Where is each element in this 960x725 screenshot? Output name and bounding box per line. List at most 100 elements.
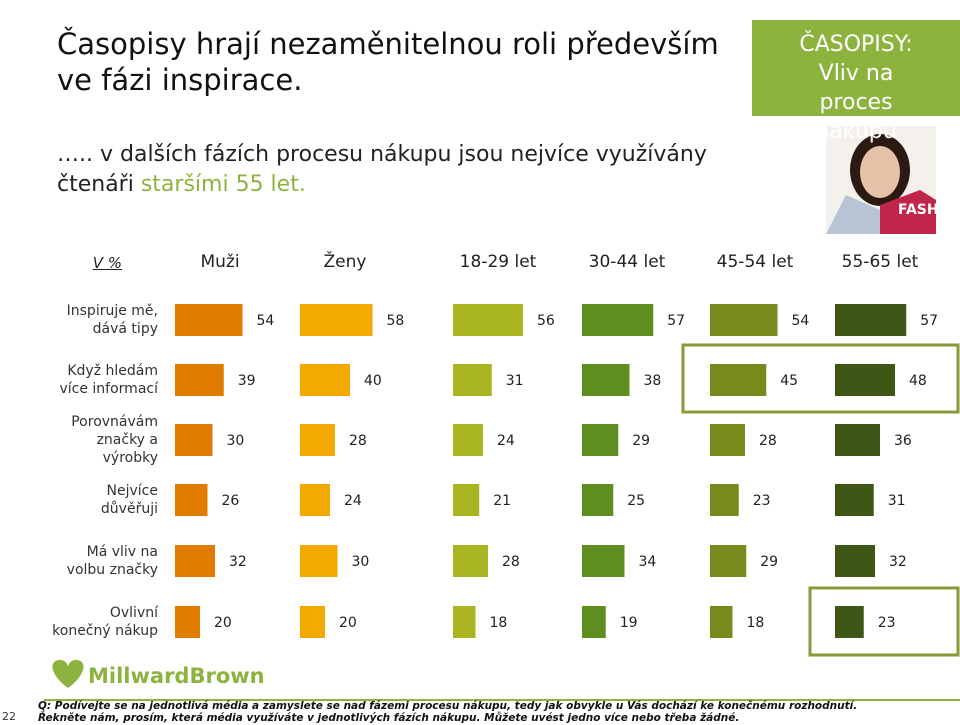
value-label: 20	[214, 615, 232, 631]
svg-text:FASH: FASH	[898, 202, 939, 218]
row-label: Nejvíce důvěřuji	[100, 483, 158, 517]
page-number: 22	[2, 710, 16, 723]
value-label: 54	[792, 313, 810, 329]
badge: ČASOPISY: Vliv na proces nákupu	[752, 30, 960, 146]
badge-line: ČASOPISY:	[799, 32, 913, 57]
highlight-box	[681, 343, 960, 414]
subtitle: ….. v dalších fázích procesu nákupu jsou…	[57, 140, 737, 200]
bar	[453, 545, 488, 577]
value-label: 56	[537, 313, 555, 329]
value-label: 24	[344, 493, 362, 509]
legend-label: 30-44 let	[588, 252, 666, 272]
corner-label: V %	[92, 254, 122, 272]
value-label: 18	[747, 615, 765, 631]
value-label: 34	[639, 554, 657, 570]
bar	[710, 484, 739, 516]
bar	[300, 424, 335, 456]
title: Časopisy hrají nezaměnitelnou roli přede…	[57, 27, 719, 97]
bar	[300, 484, 330, 516]
logo-mark	[52, 660, 84, 688]
bar	[175, 304, 243, 336]
legend-label: 55-65 let	[841, 252, 919, 272]
value-label: 31	[506, 373, 524, 389]
bar	[710, 606, 733, 638]
value-label: 30	[352, 554, 370, 570]
bar	[710, 424, 745, 456]
value-label: 19	[620, 615, 638, 631]
value-label: 23	[753, 493, 771, 509]
row-label: Porovnávám značky a výrobky	[71, 414, 158, 466]
bar	[175, 364, 224, 396]
row-label: Když hledám více informací	[59, 363, 158, 397]
value-label: 32	[229, 554, 247, 570]
value-label: 28	[502, 554, 520, 570]
badge-line: Vliv na proces nákupu	[815, 61, 897, 144]
value-label: 30	[227, 433, 245, 449]
value-label: 40	[364, 373, 382, 389]
bar	[453, 484, 480, 516]
bar	[582, 304, 654, 336]
footnote: Q: Podívejte se na jednotlivá média a za…	[38, 700, 857, 724]
value-label: 45	[780, 373, 798, 389]
logo: MillwardBrown	[88, 664, 265, 688]
legend-label: Muži	[200, 252, 240, 272]
value-label: 32	[889, 554, 907, 570]
value-label: 21	[493, 493, 511, 509]
value-label: 25	[627, 493, 645, 509]
value-label: 29	[760, 554, 778, 570]
bar	[300, 606, 325, 638]
bar	[582, 484, 614, 516]
bar	[453, 364, 492, 396]
footnote-line: Q: Podívejte se na jednotlivá média a za…	[38, 700, 858, 712]
bar	[835, 484, 874, 516]
footnote-line: Řekněte nám, prosím, která média využívá…	[38, 712, 740, 724]
value-label: 57	[667, 313, 685, 329]
value-label: 31	[888, 493, 906, 509]
value-label: 28	[349, 433, 367, 449]
value-label: 57	[920, 313, 938, 329]
bar	[582, 545, 625, 577]
value-label: 20	[339, 615, 357, 631]
bar	[300, 545, 338, 577]
bar	[835, 545, 875, 577]
value-label: 38	[644, 373, 662, 389]
legend-label: Ženy	[323, 252, 367, 272]
bar	[835, 364, 895, 396]
highlight-box	[808, 586, 960, 657]
bar	[300, 304, 373, 336]
bar	[175, 545, 215, 577]
subtitle-text: ….. v dalších fázích procesu nákupu jsou…	[57, 142, 707, 197]
subtitle-highlight: staršími 55 let.	[140, 172, 306, 197]
bar	[175, 424, 213, 456]
photo: FASH	[826, 126, 939, 234]
bar	[453, 606, 476, 638]
bar	[710, 304, 778, 336]
bar	[582, 424, 619, 456]
legend-label: 18-29 let	[459, 252, 537, 272]
row-label: Ovlivní konečný nákup	[52, 605, 158, 639]
bar	[835, 606, 864, 638]
value-label: 54	[257, 313, 275, 329]
value-label: 23	[878, 615, 896, 631]
bar	[582, 364, 630, 396]
bar	[175, 606, 200, 638]
row-label: Má vliv na volbu značky	[66, 544, 158, 578]
value-label: 24	[497, 433, 515, 449]
value-label: 29	[632, 433, 650, 449]
legend-label: 45-54 let	[716, 252, 794, 272]
value-label: 48	[909, 373, 927, 389]
value-label: 58	[387, 313, 405, 329]
bar	[710, 545, 747, 577]
value-label: 18	[490, 615, 508, 631]
bar	[710, 364, 767, 396]
value-label: 39	[238, 373, 256, 389]
bar	[453, 424, 483, 456]
value-label: 28	[759, 433, 777, 449]
bar	[300, 364, 350, 396]
bar	[175, 484, 208, 516]
bar	[835, 424, 880, 456]
value-label: 26	[222, 493, 240, 509]
bar	[835, 304, 907, 336]
